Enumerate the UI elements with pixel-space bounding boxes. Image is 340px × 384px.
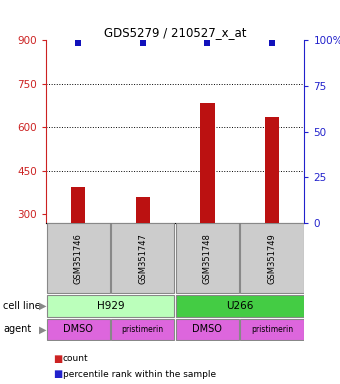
Text: U266: U266 [226, 301, 253, 311]
Text: pristimerin: pristimerin [251, 325, 293, 334]
Text: GSM351746: GSM351746 [74, 233, 83, 284]
Text: count: count [63, 354, 88, 363]
Bar [176, 295, 304, 317]
Text: ▶: ▶ [39, 324, 46, 334]
Bar [240, 318, 304, 341]
Bar [47, 318, 110, 341]
Text: agent: agent [3, 324, 32, 334]
Bar [47, 295, 174, 317]
Text: pristimerin: pristimerin [122, 325, 164, 334]
Bar [200, 103, 215, 223]
Bar [240, 223, 304, 293]
Text: GSM351748: GSM351748 [203, 233, 212, 284]
Bar [111, 223, 174, 293]
Bar [136, 197, 150, 223]
Text: GSM351749: GSM351749 [268, 233, 276, 284]
Text: cell line: cell line [3, 301, 41, 311]
Text: H929: H929 [97, 301, 124, 311]
Bar [47, 223, 110, 293]
Title: GDS5279 / 210527_x_at: GDS5279 / 210527_x_at [104, 26, 246, 39]
Text: DMSO: DMSO [192, 324, 222, 334]
Text: ■: ■ [53, 354, 62, 364]
Text: ■: ■ [53, 369, 62, 379]
Bar [265, 117, 279, 223]
Bar [71, 187, 85, 223]
Bar [176, 223, 239, 293]
Bar [176, 318, 239, 341]
Bar [111, 318, 174, 341]
Text: percentile rank within the sample: percentile rank within the sample [63, 369, 216, 379]
Text: GSM351747: GSM351747 [138, 233, 147, 284]
Text: DMSO: DMSO [63, 324, 93, 334]
Text: ▶: ▶ [39, 301, 46, 311]
